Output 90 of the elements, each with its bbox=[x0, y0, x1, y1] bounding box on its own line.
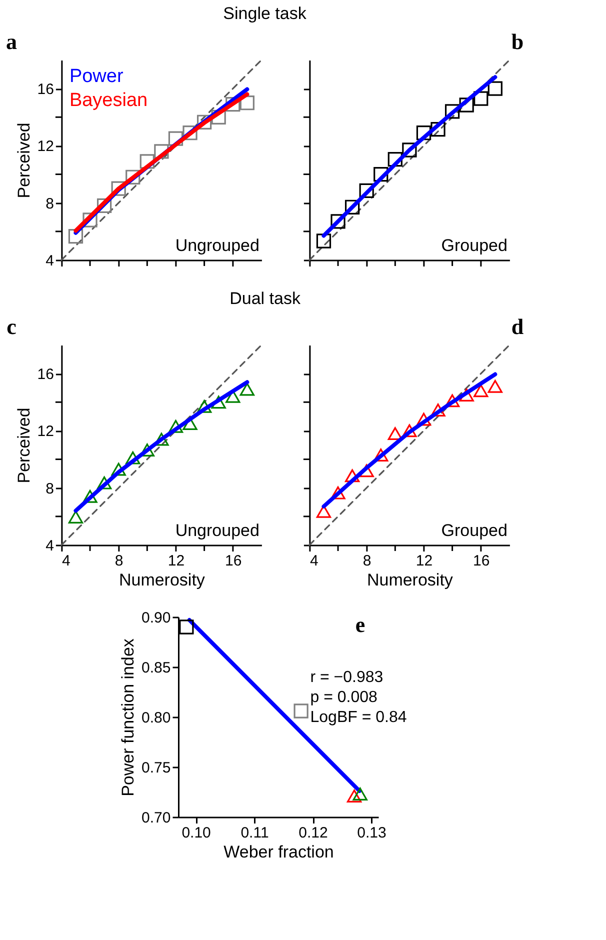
point bbox=[154, 144, 169, 159]
point bbox=[126, 451, 140, 464]
point bbox=[430, 122, 446, 137]
point bbox=[374, 166, 388, 182]
point bbox=[346, 790, 362, 802]
point bbox=[430, 404, 446, 416]
text: Power bbox=[69, 66, 124, 87]
text: b bbox=[511, 29, 524, 54]
x-axis-title: Numerosity bbox=[118, 570, 206, 590]
y-tick-label: 8 bbox=[46, 195, 54, 212]
point bbox=[359, 183, 374, 198]
y-tick-label: 16 bbox=[37, 366, 54, 384]
annotation: e bbox=[355, 612, 366, 637]
x-tick-label: 16 bbox=[473, 552, 490, 570]
point bbox=[402, 424, 417, 438]
point bbox=[374, 448, 388, 462]
text: Bayesian bbox=[69, 90, 148, 111]
x-tick-label: 0.13 bbox=[357, 824, 386, 842]
point bbox=[388, 427, 402, 440]
chart-title: Dual task bbox=[230, 289, 301, 308]
y-tick-label: 12 bbox=[37, 138, 54, 156]
x-tick-label: 12 bbox=[416, 552, 433, 570]
point bbox=[211, 396, 226, 409]
point bbox=[196, 114, 212, 130]
y-tick-label: 0.80 bbox=[142, 710, 171, 726]
point bbox=[474, 384, 488, 398]
y-tick-label: 16 bbox=[37, 81, 54, 98]
y-tick-label: 0.85 bbox=[142, 660, 171, 676]
text: d bbox=[511, 314, 524, 339]
point bbox=[240, 382, 254, 396]
point bbox=[488, 380, 502, 393]
point bbox=[168, 420, 184, 433]
y-tick-label: 0.70 bbox=[142, 810, 171, 826]
point bbox=[96, 476, 112, 490]
annotation: r = −0.983 bbox=[310, 669, 384, 686]
y-tick-label: 8 bbox=[46, 480, 54, 498]
x-axis-title: Numerosity bbox=[366, 570, 454, 590]
x-tick-label: 8 bbox=[114, 552, 124, 570]
y-axis-title: Perceived bbox=[14, 408, 34, 484]
x-tick-label: 0.11 bbox=[240, 824, 269, 842]
annotation: Ungrouped bbox=[175, 521, 260, 540]
x-tick-label: 8 bbox=[362, 552, 372, 570]
y-axis-title: Perceived bbox=[14, 122, 34, 198]
point bbox=[154, 432, 169, 446]
point bbox=[488, 81, 502, 96]
x-tick-label: 4 bbox=[310, 552, 318, 570]
y-tick-label: 0.90 bbox=[142, 610, 171, 626]
point bbox=[459, 98, 474, 112]
point bbox=[344, 469, 360, 482]
point bbox=[330, 214, 346, 229]
point bbox=[316, 234, 332, 248]
point bbox=[474, 91, 488, 106]
point bbox=[140, 154, 154, 169]
x-tick-label: 0.12 bbox=[298, 824, 328, 842]
x-tick-label: 4 bbox=[62, 552, 70, 570]
annotation: Grouped bbox=[441, 521, 508, 540]
annotation: p = 0.008 bbox=[310, 689, 378, 706]
point bbox=[68, 510, 84, 524]
x-tick-label: 0.10 bbox=[182, 824, 211, 842]
x-tick-label: 12 bbox=[168, 552, 185, 570]
point bbox=[402, 142, 417, 158]
text: c bbox=[6, 314, 17, 339]
point bbox=[416, 412, 432, 426]
point bbox=[352, 788, 368, 800]
annotation: LogBF = 0.84 bbox=[310, 709, 407, 726]
point bbox=[126, 170, 140, 184]
point bbox=[111, 462, 126, 476]
point bbox=[68, 228, 84, 244]
point bbox=[344, 200, 360, 214]
point bbox=[82, 490, 98, 503]
point bbox=[196, 400, 212, 413]
y-tick-label: 0.75 bbox=[142, 760, 171, 776]
chart-title: Single task bbox=[223, 4, 307, 23]
y-tick-label: 4 bbox=[46, 252, 54, 270]
y-tick-label: 12 bbox=[37, 423, 54, 440]
y-axis-title: Power function index bbox=[118, 638, 138, 796]
annotation: Ungrouped bbox=[175, 236, 260, 255]
point bbox=[96, 198, 112, 214]
y-tick-label: 4 bbox=[46, 538, 54, 554]
point bbox=[294, 704, 308, 718]
line-series bbox=[74, 380, 250, 513]
point bbox=[179, 620, 194, 634]
text: a bbox=[6, 29, 17, 54]
point bbox=[182, 126, 198, 140]
x-tick-label: 16 bbox=[225, 552, 242, 570]
annotation: Grouped bbox=[441, 236, 508, 255]
x-axis-title: Weber fraction bbox=[224, 842, 334, 862]
point bbox=[388, 152, 402, 167]
point bbox=[330, 486, 346, 500]
point bbox=[444, 104, 460, 119]
